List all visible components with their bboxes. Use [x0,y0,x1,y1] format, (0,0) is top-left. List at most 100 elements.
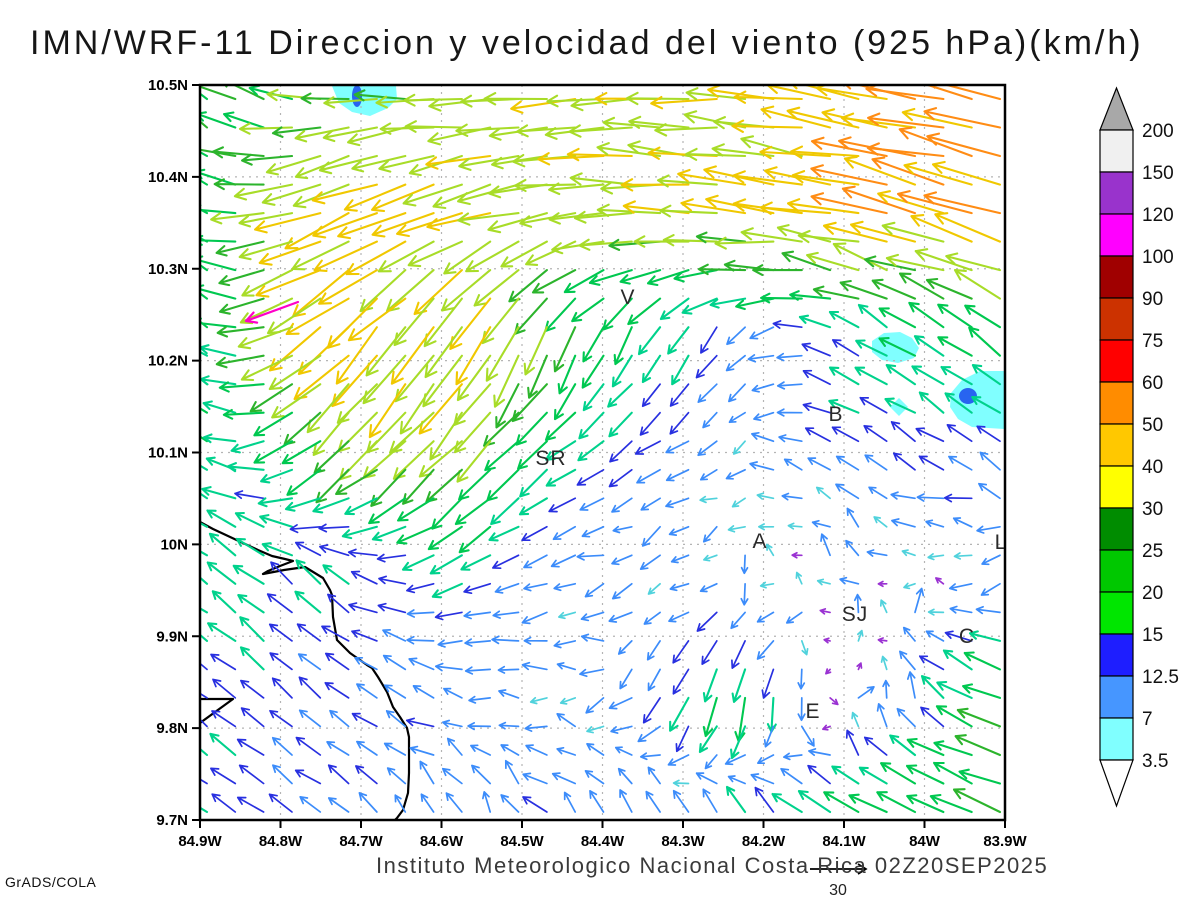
x-tick-label: 84W [909,833,941,850]
wind-vector [806,251,860,272]
wind-vector [386,767,407,785]
wind-vector [525,744,548,756]
wind-vector [949,605,973,614]
wind-vector [756,611,775,623]
wind-vector [812,285,860,300]
wind-vector [201,148,237,158]
wind-vector [324,652,350,671]
wind-vector [296,623,322,642]
wind-vector [368,383,407,439]
wind-vector [754,786,775,813]
wind-vector [201,778,208,785]
wind-vector [348,602,378,614]
wind-vector [935,705,973,728]
wind-vector [284,497,322,512]
wind-vector [846,507,860,528]
wind-vector [962,683,1002,699]
wind-vector [268,623,293,642]
wind-vector [851,711,860,728]
wind-vector [849,220,917,243]
wind-vector [585,697,605,714]
wind-vector [647,766,661,785]
wind-vector [257,497,294,508]
wind-vector [241,153,294,166]
wind-vector [853,593,862,614]
wind-vector [728,411,746,424]
wind-vector [865,86,945,101]
wind-vector [759,581,775,589]
wind-vector [915,427,945,443]
wind-vector [913,335,945,357]
wind-vector [810,192,888,215]
x-tick-label: 84.6W [420,833,464,850]
x-axis-labels: 84.9W 84.8W 84.7W 84.6W 84.5W 84.4W 84.3W 84.2W… [178,820,1028,850]
wind-vector [611,354,633,388]
wind-vector [295,559,322,585]
wind-vector [201,607,209,614]
wind-vector [402,468,435,505]
wind-vector [531,269,577,294]
wind-vector [756,640,775,660]
wind-vector [356,683,378,699]
wind-vector [523,582,548,592]
wind-vector [920,706,945,728]
colorbar-cell [1099,171,1134,215]
city-labels: V SR B A SJ C E L [535,286,1004,723]
wind-vector [854,366,888,386]
wind-vector [358,792,378,813]
wind-vector [925,630,945,642]
wind-vector [365,326,407,377]
coastline-path [201,521,411,819]
wind-vector [735,297,775,311]
wind-vector [859,396,888,414]
wind-vector [356,740,378,756]
wind-vector [498,689,520,699]
wind-vector [211,710,237,728]
wind-vector [427,525,463,551]
wind-vector [582,326,605,363]
wind-vector [519,468,548,498]
wind-vector [393,297,435,347]
wind-vector [347,126,407,147]
wind-vector [270,561,293,585]
wind-vector [201,435,209,443]
wind-vector [608,697,633,710]
wind-vector [819,608,831,615]
wind-vector [396,212,463,238]
city-label-sr: SR [535,447,566,470]
wind-vector [578,238,633,251]
wind-vector [331,354,378,408]
wind-vector [521,525,548,542]
wind-vector [926,132,1002,158]
wind-vector [772,320,803,329]
wind-vector [556,662,577,671]
wind-vector [209,732,237,757]
wind-vector [322,126,378,143]
wind-vector [500,744,520,756]
wind-vector [201,375,237,386]
wind-vector [670,554,690,564]
wind-vector [580,611,605,622]
wind-vector [392,440,435,480]
wind-vector [359,269,407,313]
wind-vector [299,796,322,813]
wind-vector [857,686,875,699]
wind-vector [234,511,265,528]
colorbar-cell [1099,297,1134,341]
wind-vector [761,668,775,699]
wind-vector [697,440,718,457]
wind-vector [619,789,633,813]
wind-vector [210,212,265,225]
wind-vector [783,458,803,471]
y-tick-label: 9.8N [156,720,188,737]
wind-vector [876,791,917,814]
wind-vector [210,767,237,785]
wind-vector [239,646,265,671]
colorbar-label: 90 [1142,289,1163,310]
wind-vector [378,154,435,173]
wind-vector [614,746,633,756]
wind-vector [914,587,925,614]
wind-vector [937,303,973,329]
wind-vector [641,354,662,384]
wind-vector [504,759,520,785]
